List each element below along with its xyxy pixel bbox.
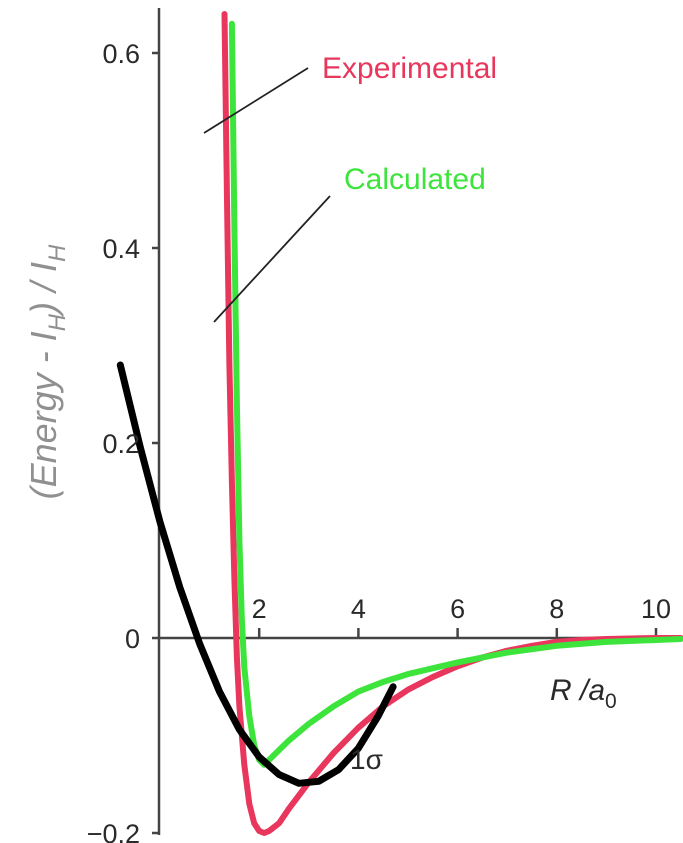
x-tick-label: 2 xyxy=(252,594,267,624)
y-axis-label: (Energy - IH) / IH xyxy=(23,244,71,499)
orbital-annotation: 1σ xyxy=(350,744,383,775)
series-label-experimental: Experimental xyxy=(322,52,497,85)
series-line-fit xyxy=(116,361,397,787)
series-line-experimental xyxy=(221,11,683,836)
series-line-calculated xyxy=(228,20,683,768)
x-tick-label: 4 xyxy=(351,594,366,624)
x-tick-label: 8 xyxy=(549,594,564,624)
series-layer xyxy=(116,11,683,836)
y-tick-label: 0.2 xyxy=(102,429,140,459)
y-tick-label: 0.4 xyxy=(102,234,140,264)
y-tick-label: −0.2 xyxy=(87,819,140,843)
calculated-leader-line xyxy=(213,195,331,323)
x-tick-label: 10 xyxy=(641,594,671,624)
y-tick-label: 0 xyxy=(125,624,140,654)
labels: 0.6 0.4 0.2 0 −0.2 2 4 6 8 10 Experimental Calculat… xyxy=(23,39,671,843)
y-tick-label: 0.6 xyxy=(102,39,140,69)
x-axis-label: R /a0 xyxy=(550,674,617,713)
series-label-calculated: Calculated xyxy=(344,163,486,196)
x-tick-label: 6 xyxy=(450,594,465,624)
experimental-leader-line xyxy=(203,67,309,134)
